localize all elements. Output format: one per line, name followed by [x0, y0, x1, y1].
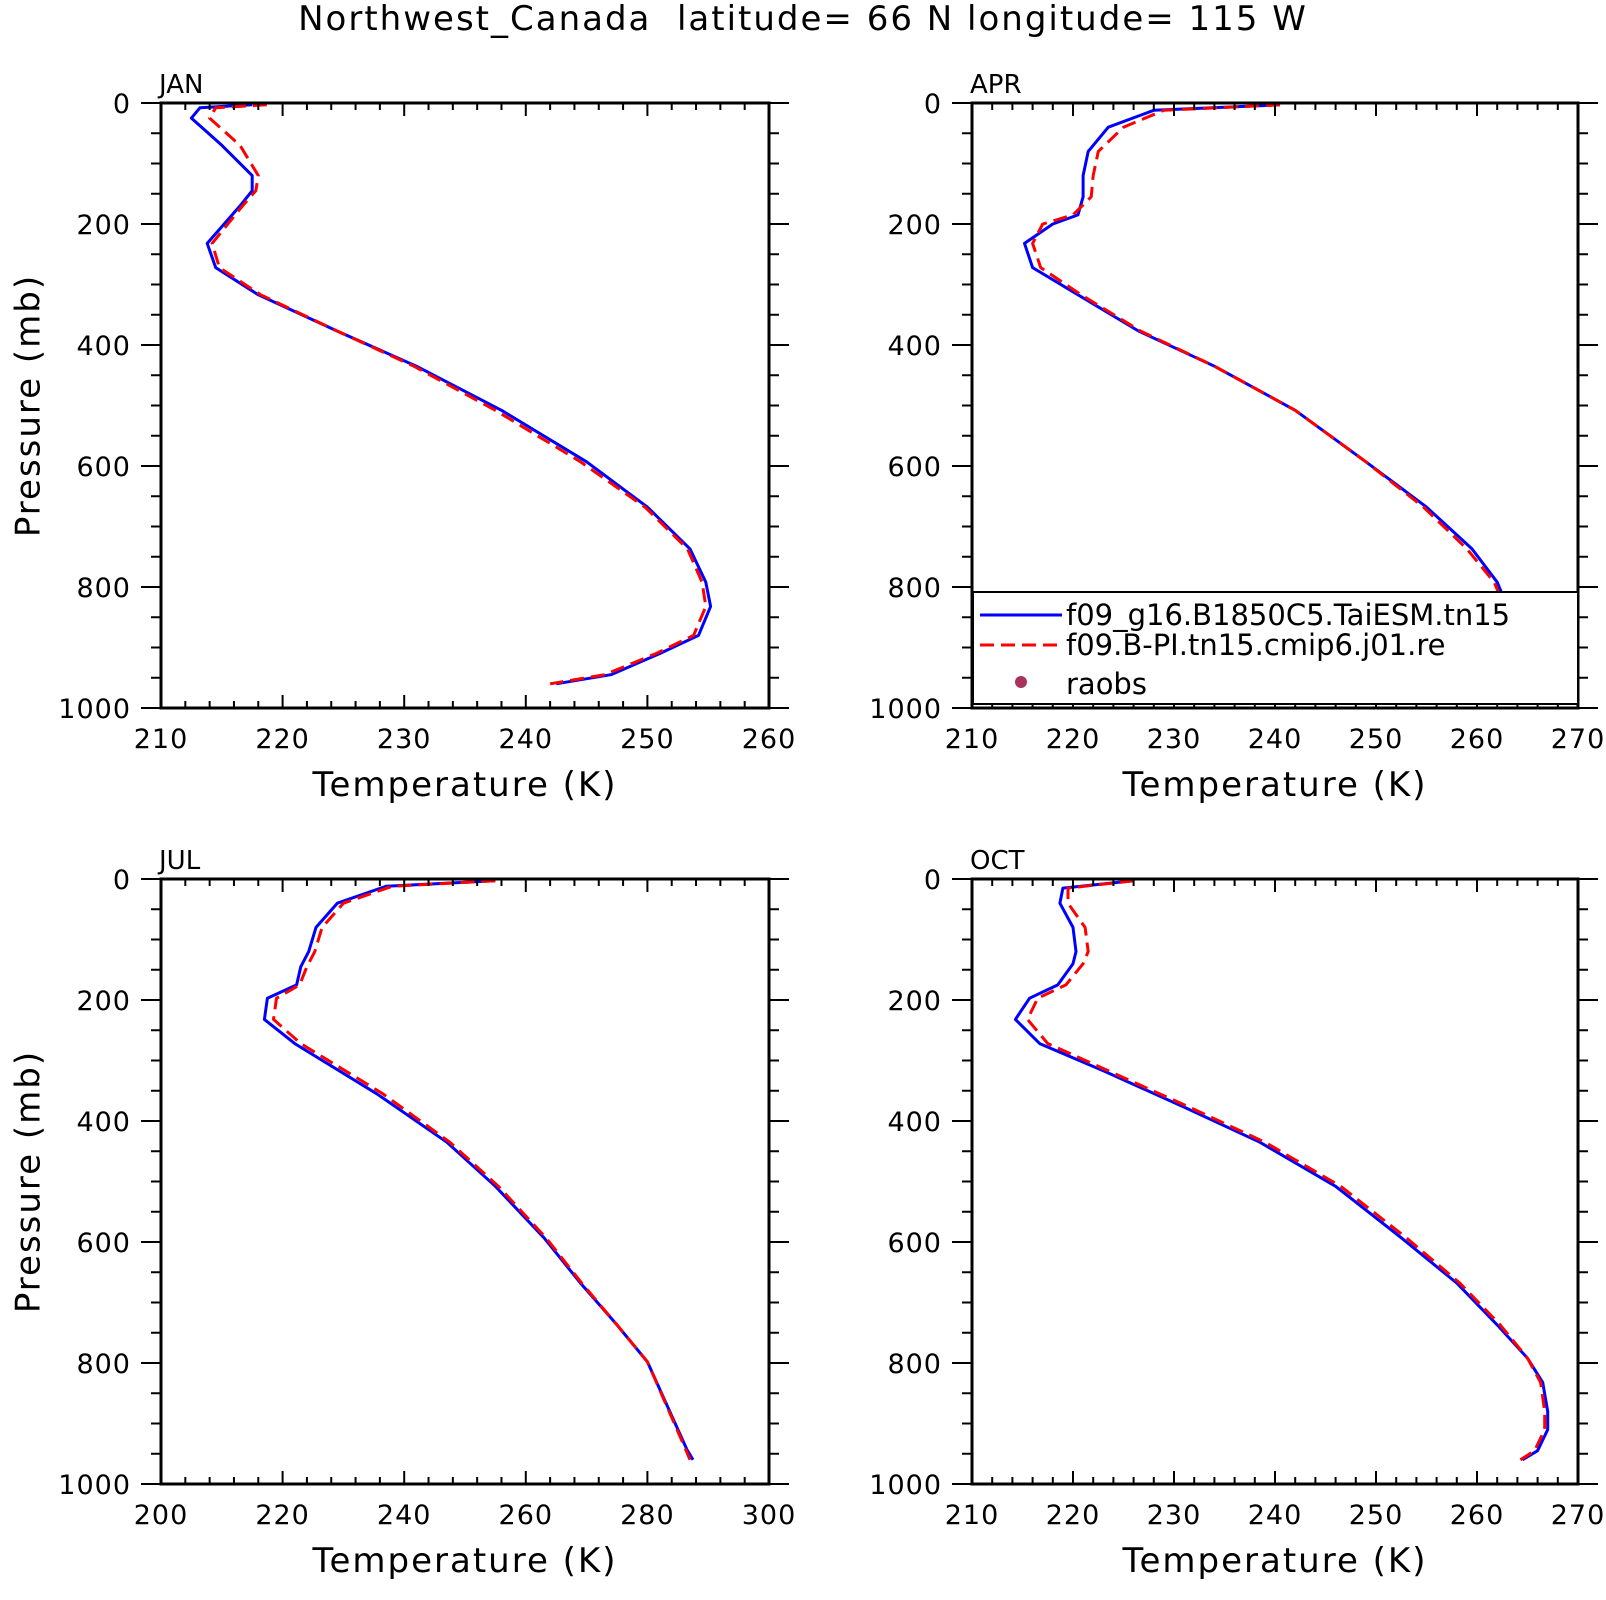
x-axis-label: Temperature (K): [1121, 765, 1427, 805]
x-tick-label: 230: [377, 724, 432, 755]
series-line-1: [1013, 879, 1550, 1462]
x-tick-label: 230: [1147, 724, 1202, 755]
y-tick-label: 600: [76, 452, 131, 483]
y-tick-label: 400: [76, 331, 131, 362]
x-tick-label: 270: [1551, 1500, 1606, 1531]
x-tick-label: 260: [742, 724, 797, 755]
y-tick-label: 800: [887, 573, 942, 604]
panel-label: JAN: [157, 70, 203, 100]
y-tick-label: 200: [887, 986, 942, 1017]
y-tick-label: 600: [887, 1228, 942, 1259]
x-tick-label: 270: [1551, 724, 1606, 755]
figure-title: Northwest_Canada latitude= 66 N longitud…: [298, 0, 1308, 39]
panel-label: APR: [970, 70, 1022, 100]
y-tick-label: 400: [887, 1107, 942, 1138]
y-axis-label: Pressure (mb): [9, 1050, 49, 1313]
x-tick-label: 200: [134, 1500, 189, 1531]
x-tick-label: 260: [1450, 724, 1505, 755]
x-tick-label: 220: [255, 724, 310, 755]
x-axis-label: Temperature (K): [1121, 1541, 1427, 1581]
x-tick-label: 300: [742, 1500, 797, 1531]
series-line-2: [272, 879, 692, 1461]
panel-jan: 210 220 230 240 250 260 0 200 400 600 800 1000 Tempe…: [9, 70, 797, 805]
y-tick-label: 0: [113, 89, 131, 120]
series-line-2: [1026, 879, 1547, 1462]
y-tick-label: 1000: [58, 1470, 131, 1501]
x-tick-label: 210: [945, 724, 1000, 755]
panel-oct: 210 220 230 240 250 260 270 0 200 400 600 800 1000 Te…: [869, 846, 1606, 1581]
y-tick-label: 800: [76, 573, 131, 604]
y-tick-label: 200: [76, 986, 131, 1017]
legend-label: f09.B-PI.tn15.cmip6.j01.re: [1066, 628, 1445, 662]
y-tick-label: 1000: [869, 694, 942, 725]
plot-frame: [970, 877, 1580, 1486]
x-tick-label: 220: [1046, 1500, 1101, 1531]
y-tick-label: 400: [76, 1107, 131, 1138]
panel-apr: 210 220 230 240 250 260 270 0 200 400 600 800 1000 Te…: [869, 70, 1606, 805]
y-tick-label: 0: [113, 865, 131, 896]
x-tick-label: 250: [1349, 1500, 1404, 1531]
x-tick-label: 260: [1450, 1500, 1505, 1531]
x-axis-label: Temperature (K): [311, 765, 617, 805]
x-tick-label: 220: [255, 1500, 310, 1531]
x-tick-label: 250: [620, 724, 675, 755]
panels: 210 220 230 240 250 260 0 200 400 600 800 1000 Tempe…: [9, 70, 1606, 1581]
x-tick-label: 250: [1349, 724, 1404, 755]
x-tick-label: 280: [620, 1500, 675, 1531]
y-tick-label: 200: [76, 210, 131, 241]
x-tick-label: 240: [499, 724, 554, 755]
y-tick-label: 1000: [58, 694, 131, 725]
y-tick-label: 0: [924, 865, 942, 896]
series-line-2: [208, 103, 708, 686]
legend-marker-dot: [1015, 676, 1027, 688]
y-axis-label: Pressure (mb): [9, 274, 49, 537]
panel-jul: 200 220 240 260 280 300 0 200 400 600 800 1000 Tempe…: [9, 846, 797, 1581]
x-tick-label: 210: [945, 1500, 1000, 1531]
y-tick-label: 600: [887, 452, 942, 483]
y-tick-label: 0: [924, 89, 942, 120]
panel-label: OCT: [970, 846, 1025, 876]
x-tick-label: 230: [1147, 1500, 1202, 1531]
y-tick-label: 600: [76, 1228, 131, 1259]
x-tick-label: 240: [1248, 1500, 1303, 1531]
y-tick-label: 1000: [869, 1470, 942, 1501]
legend-box: [972, 591, 1579, 705]
legend-label: f09_g16.B1850C5.TaiESM.tn15: [1066, 598, 1510, 632]
y-tick-label: 800: [887, 1349, 942, 1380]
x-tick-label: 220: [1046, 724, 1101, 755]
plot-frame: [159, 877, 771, 1486]
series-line-1: [189, 103, 713, 686]
legend: f09_g16.B1850C5.TaiESM.tn15f09.B-PI.tn15…: [972, 591, 1579, 705]
x-tick-label: 240: [1248, 724, 1303, 755]
x-tick-label: 210: [134, 724, 189, 755]
y-tick-label: 800: [76, 1349, 131, 1380]
x-axis-label: Temperature (K): [311, 1541, 617, 1581]
y-tick-label: 400: [887, 331, 942, 362]
panel-label: JUL: [157, 846, 201, 876]
legend-label: raobs: [1066, 667, 1147, 701]
y-tick-label: 200: [887, 210, 942, 241]
x-tick-label: 260: [499, 1500, 554, 1531]
x-tick-label: 240: [377, 1500, 432, 1531]
